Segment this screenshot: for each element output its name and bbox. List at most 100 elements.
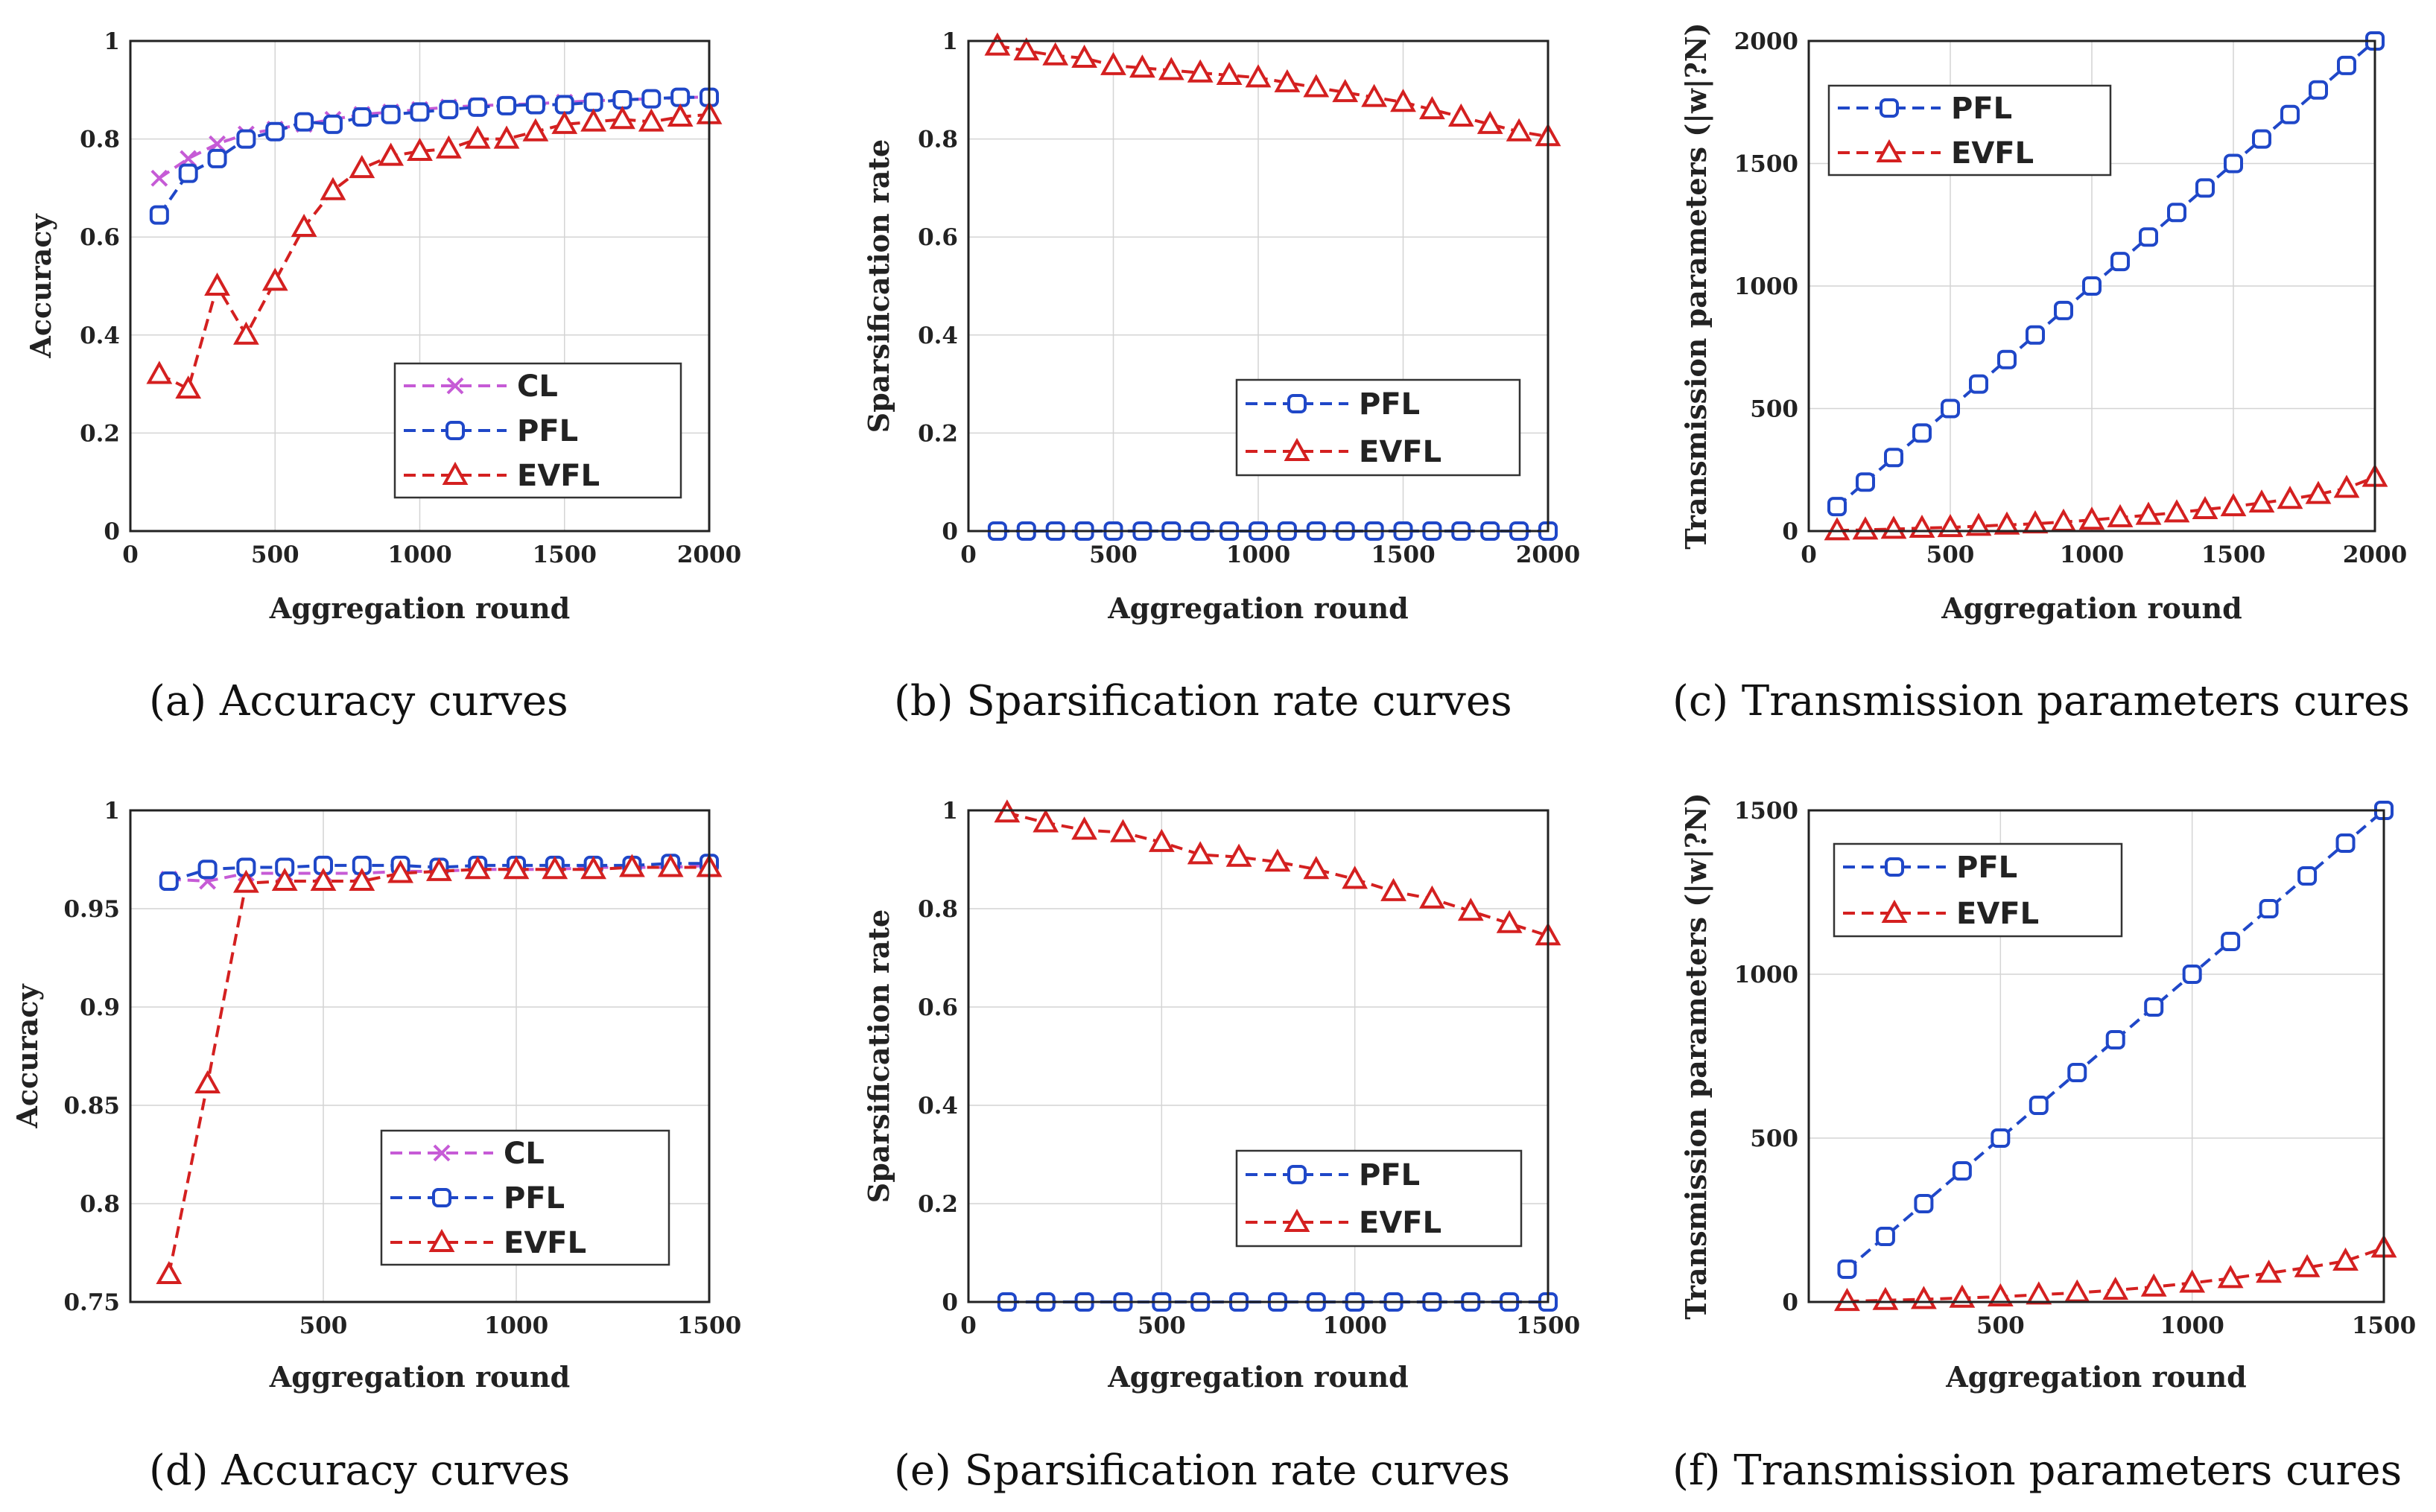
plot-frame (129, 809, 711, 1303)
data-point-pfl (1827, 497, 1847, 517)
series-line-pfl (1846, 809, 2385, 1271)
data-point-pfl (1991, 1128, 2011, 1148)
y-axis-label: Accuracy (24, 213, 57, 358)
panel-caption: (f) Transmission parameters cures (1672, 1446, 2402, 1495)
data-point-evfl (2163, 499, 2190, 523)
data-point-pfl (1969, 374, 1988, 394)
data-point-evfl (320, 177, 346, 200)
legend-marker-pfl (432, 1188, 451, 1207)
legend-marker-pfl (445, 421, 465, 440)
data-point-pfl (554, 95, 574, 115)
x-axis-label: Aggregation round (1107, 1360, 1408, 1394)
legend-label-pfl: PFL (1359, 387, 1420, 422)
data-point-evfl (1834, 1288, 1860, 1312)
legend-marker-evfl (442, 461, 469, 485)
data-point-evfl (2220, 493, 2247, 517)
data-point-evfl (522, 118, 549, 142)
caption-text: Transmission parameters cures (1742, 677, 2410, 725)
data-point-evfl (2277, 486, 2303, 509)
data-point-pfl (2144, 997, 2164, 1017)
data-point-evfl (1418, 885, 1445, 909)
panel-a: 0 500 1000 1500 2000 0 0.2 0.4 0.6 0.8 1 Aggregatio… (24, 28, 741, 725)
data-point-evfl (232, 869, 259, 893)
data-point-pfl (2067, 1063, 2087, 1082)
legend-box (1235, 378, 1521, 477)
data-point-evfl (1187, 59, 1214, 83)
x-tick-label: 1000 (1323, 1312, 1387, 1339)
data-point-pfl (410, 102, 430, 122)
data-point-evfl (1447, 103, 1474, 127)
legend-box (1235, 1149, 1523, 1248)
data-point-evfl (503, 856, 530, 880)
y-tick-label: 1500 (1734, 798, 1798, 825)
data-point-evfl (349, 154, 375, 179)
panel-d: 500 1000 1500 0.75 0.8 0.85 0.9 0.95 1 Aggregatio… (10, 798, 741, 1495)
y-tick-label: 0.6 (80, 224, 120, 251)
y-axis-label: Sparsification rate (862, 139, 895, 433)
data-point-pfl (2167, 203, 2186, 223)
data-point-evfl (1013, 37, 1040, 61)
data-point-cl (150, 169, 168, 187)
panel-f: 500 1000 1500 0 500 1000 1500 Aggregation round… (1672, 792, 2416, 1495)
legend-label-evfl: EVFL (1951, 136, 2034, 171)
panel-caption: (e) Sparsification rate curves (894, 1446, 1510, 1495)
caption-text: Accuracy curves (221, 1446, 570, 1495)
x-axis-label: Aggregation round (1941, 591, 2242, 625)
data-point-pfl (612, 89, 632, 109)
data-point-evfl (464, 856, 491, 880)
data-point-evfl (2078, 506, 2105, 530)
panel-b: 0 500 1000 1500 2000 0 0.2 0.4 0.6 0.8 1 Aggregatio… (862, 28, 1580, 725)
x-tick-label: 0 (122, 541, 139, 568)
y-tick-label: 0.95 (63, 896, 120, 923)
x-tick-label: 500 (299, 1312, 348, 1339)
data-point-evfl (638, 108, 664, 132)
data-point-pfl (2297, 866, 2318, 886)
caption-tag: (a) (149, 677, 220, 725)
x-tick-label: 500 (1089, 541, 1138, 568)
y-tick-label: 1 (104, 798, 120, 825)
legend-label-pfl: PFL (1359, 1158, 1420, 1192)
data-point-pfl (2139, 227, 2158, 247)
data-point-pfl (2054, 300, 2073, 320)
legend-marker-evfl (1881, 899, 1908, 923)
data-point-evfl (1342, 865, 1368, 889)
legend: PFL EVFL (1827, 84, 2112, 177)
x-tick-label: 1500 (677, 1312, 741, 1339)
x-tick-label: 1000 (387, 541, 451, 568)
x-tick-label: 500 (1138, 1312, 1186, 1339)
legend-marker-cl (433, 1144, 451, 1162)
data-point-evfl (1033, 809, 1059, 833)
data-point-pfl (2259, 899, 2279, 918)
y-tick-label: 1 (942, 798, 958, 825)
data-point-pfl (1837, 1260, 1857, 1279)
caption-tag: (c) (1672, 677, 1742, 725)
data-point-evfl (667, 103, 694, 127)
data-point-evfl (232, 321, 259, 345)
data-point-pfl (294, 112, 314, 132)
data-point-pfl (670, 87, 691, 107)
legend-label-pfl: PFL (1956, 851, 2017, 885)
plot-frame (129, 39, 711, 533)
data-point-evfl (1245, 64, 1272, 88)
caption-tag: (d) (149, 1446, 221, 1495)
data-point-evfl (425, 857, 452, 881)
legend-marker-evfl (1284, 1208, 1310, 1232)
data-point-evfl (2179, 1269, 2206, 1293)
data-point-evfl (1042, 42, 1069, 66)
data-point-evfl (1148, 828, 1175, 852)
legend-label-cl: CL (504, 1137, 545, 1171)
data-point-evfl (1129, 54, 1155, 78)
y-tick-label: 0 (942, 1289, 958, 1316)
data-point-evfl (2305, 480, 2332, 504)
data-point-evfl (271, 867, 298, 892)
data-point-pfl (2252, 129, 2271, 149)
legend: PFL EVFL (1235, 1149, 1523, 1248)
data-point-pfl (2195, 178, 2215, 198)
legend-marker-cl (446, 377, 464, 395)
y-tick-label: 0.2 (918, 420, 958, 447)
data-point-evfl (1993, 511, 2020, 535)
x-tick-label: 2000 (677, 541, 741, 568)
data-point-pfl (2335, 833, 2356, 853)
data-point-evfl (1965, 512, 1992, 536)
data-point-evfl (1380, 877, 1406, 901)
